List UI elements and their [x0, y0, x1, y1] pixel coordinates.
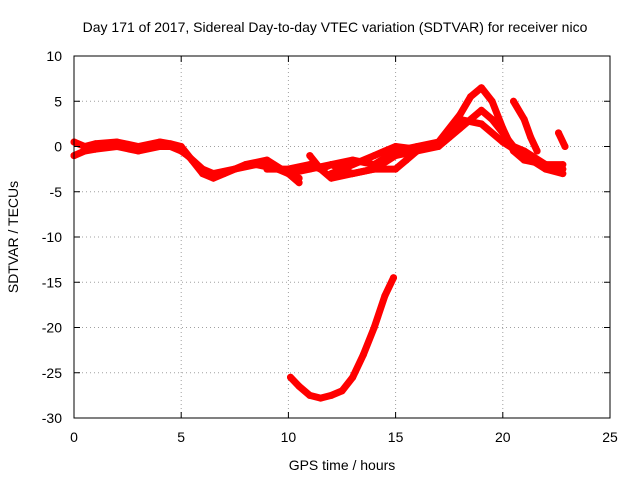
data-point: [555, 129, 562, 137]
data-point: [510, 97, 517, 105]
y-tick-label: 5: [54, 93, 62, 109]
chart-title: Day 171 of 2017, Sidereal Day-to-day VTE…: [83, 19, 588, 35]
data-point: [327, 174, 335, 182]
data-point: [134, 147, 142, 155]
data-point: [370, 152, 378, 160]
data-point: [338, 387, 346, 395]
data-point: [263, 165, 271, 173]
data-point: [113, 143, 121, 150]
data-point: [349, 373, 357, 381]
x-tick-label: 5: [177, 429, 185, 445]
grid: [74, 56, 610, 418]
y-tick-label: -25: [42, 365, 62, 381]
y-tick-label: -15: [42, 274, 62, 290]
data-point: [306, 391, 314, 399]
series-layer: [70, 84, 569, 402]
data-point: [499, 129, 507, 137]
data-point: [349, 170, 357, 178]
data-point: [370, 165, 378, 173]
data-point: [209, 170, 217, 178]
y-tick-label: -30: [42, 410, 62, 426]
data-point: [381, 292, 389, 300]
data-point: [306, 152, 314, 160]
data-point: [542, 165, 550, 173]
data-point: [392, 165, 400, 173]
x-axis-label: GPS time / hours: [289, 457, 396, 473]
ticks: 0 5 10 15 20 25 10 5 0 -5 -10 -15 -20 -25 -30: [42, 48, 618, 445]
data-point: [413, 147, 421, 155]
data-point: [488, 97, 496, 105]
data-point: [477, 84, 485, 92]
data-point: [381, 147, 389, 155]
y-tick-label: 10: [46, 48, 62, 64]
x-tick-label: 0: [70, 429, 78, 445]
data-point: [359, 351, 367, 359]
data-point: [488, 115, 496, 123]
data-point: [533, 147, 541, 155]
data-point: [477, 106, 485, 114]
data-point: [284, 170, 292, 178]
x-tick-label: 10: [281, 429, 297, 445]
data-point: [370, 324, 378, 331]
data-point: [392, 152, 400, 160]
data-point: [520, 115, 528, 123]
data-point: [349, 161, 357, 169]
series-track-9: [287, 274, 397, 402]
y-tick-label: -20: [42, 320, 62, 336]
data-point: [456, 115, 464, 123]
data-point: [252, 161, 260, 169]
data-point: [477, 120, 485, 128]
data-point: [317, 394, 325, 402]
data-point: [295, 174, 303, 182]
data-point: [263, 156, 271, 164]
data-point: [559, 161, 567, 169]
data-point: [91, 145, 99, 153]
data-point: [424, 143, 432, 150]
x-tick-label: 15: [388, 429, 404, 445]
data-point: [287, 373, 294, 381]
data-point: [81, 147, 89, 155]
x-tick-label: 25: [602, 429, 618, 445]
data-point: [559, 170, 567, 178]
series-track-7: [510, 97, 541, 155]
data-point: [177, 147, 185, 155]
data-point: [390, 274, 397, 282]
data-point: [156, 143, 164, 150]
data-point: [231, 165, 239, 173]
data-point: [561, 143, 569, 150]
data-point: [317, 165, 325, 173]
y-tick-label: -5: [50, 184, 63, 200]
data-point: [499, 138, 507, 146]
y-tick-label: -10: [42, 229, 62, 245]
data-point: [306, 165, 314, 173]
data-point: [527, 133, 535, 141]
data-point: [184, 152, 192, 160]
data-point: [295, 382, 303, 390]
data-point: [445, 129, 453, 137]
data-point: [199, 165, 207, 173]
data-point: [467, 93, 475, 101]
y-tick-label: 0: [54, 139, 62, 155]
data-point: [402, 156, 410, 164]
data-point: [435, 138, 442, 146]
data-point: [392, 143, 400, 150]
x-tick-label: 20: [495, 429, 511, 445]
data-point: [327, 391, 335, 399]
y-axis-label: SDTVAR / TECUs: [5, 181, 21, 293]
data-point: [520, 152, 528, 160]
data-point: [167, 143, 174, 150]
data-point: [327, 161, 335, 169]
